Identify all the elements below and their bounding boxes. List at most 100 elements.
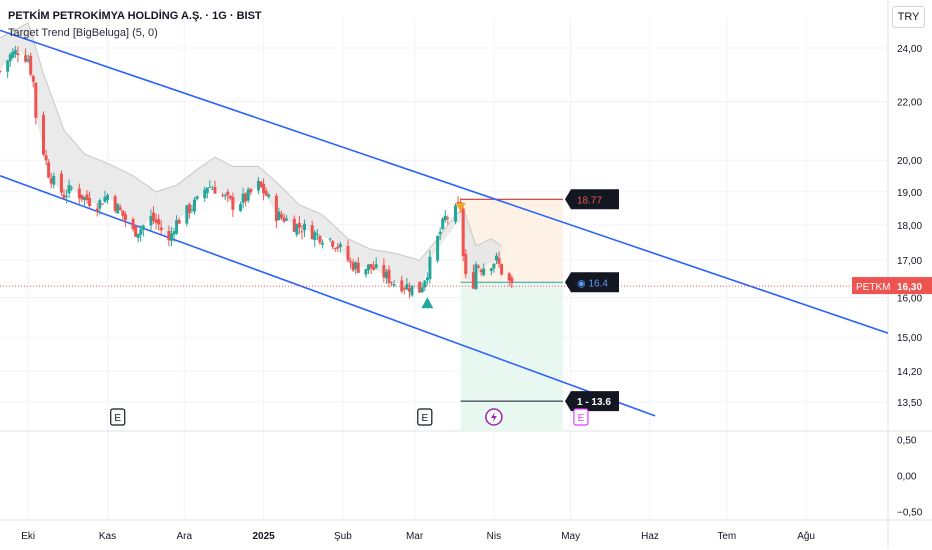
candle-body: [169, 233, 173, 241]
candle-body: [354, 262, 358, 269]
indicator-title[interactable]: Target Trend [BigBeluga] (5, 0): [8, 27, 158, 39]
signal-down-triangle: [455, 203, 466, 213]
lightning-bolt: [490, 412, 497, 422]
candle-body: [318, 235, 322, 243]
symbol-title[interactable]: PETKİM PETROKİMYA HOLDİNG A.Ş. · 1G · BI…: [8, 10, 262, 22]
candle-body: [34, 82, 38, 118]
candle-body: [500, 263, 504, 275]
candle-body: [446, 217, 450, 219]
candle-body: [195, 196, 199, 200]
candle-body: [471, 271, 475, 289]
time-tick-label: Ara: [176, 531, 192, 542]
currency-button[interactable]: TRY: [892, 6, 925, 28]
candle-body: [333, 248, 337, 250]
candle-body: [349, 261, 353, 263]
candle-body: [454, 205, 458, 222]
candle-body: [113, 196, 117, 211]
candle-body: [116, 204, 120, 214]
candle-body: [264, 190, 268, 196]
candle-body: [489, 268, 493, 271]
candle-body: [152, 212, 156, 222]
last-price-tag: [892, 277, 932, 295]
last-price-tag-text: 16,30: [897, 282, 922, 293]
candle-body: [402, 288, 406, 290]
time-axis: Eki Kas Ara 2025 Şub Mar Nis May Haz Tem Ağu: [21, 531, 815, 542]
candle-body: [123, 214, 127, 221]
candle-body: [277, 211, 281, 221]
candle-body: [246, 189, 250, 201]
candle-body: [118, 207, 122, 210]
earnings-icon: [573, 408, 589, 426]
target-label-text: ◉ 16.4: [577, 278, 608, 289]
candle-body: [95, 208, 99, 212]
target-label-down-target: 1 - 13.6: [564, 391, 619, 412]
candle-body: [282, 217, 286, 222]
target-label-text: 18.77: [577, 195, 602, 206]
target-label-text: 1 - 13.6: [577, 397, 611, 408]
target-box-lower: [460, 282, 563, 431]
target-label-box: [564, 391, 619, 412]
target-label-entry: ◉ 16.4: [564, 272, 619, 293]
candle-body: [497, 258, 501, 264]
candle-body: [187, 204, 191, 214]
candle-body: [338, 244, 342, 248]
price-tick-label: 17,00: [897, 256, 922, 267]
candle-body: [157, 219, 161, 225]
candle-body: [210, 188, 214, 190]
candle-body: [26, 59, 30, 62]
candle-body: [428, 256, 432, 280]
candle-body: [328, 238, 332, 240]
candle-body: [259, 181, 263, 188]
trend-band-edge: [0, 22, 502, 261]
candle-body: [172, 231, 176, 235]
price-tick-label: 13,50: [897, 398, 922, 409]
candle-body: [177, 219, 181, 224]
candle-body: [407, 287, 411, 292]
candle-body: [390, 282, 394, 284]
candle-body: [52, 175, 56, 185]
price-tick-label: 15,00: [897, 333, 922, 344]
candle-body: [175, 220, 179, 234]
candle-body: [226, 191, 230, 196]
candle-body: [369, 264, 373, 269]
candle-body: [228, 195, 232, 199]
trend-band: [0, 22, 502, 290]
candle-body: [29, 55, 33, 75]
candle-body: [438, 231, 442, 235]
time-tick-label: Şub: [334, 531, 352, 542]
target-label-box: [564, 189, 619, 210]
candle-body: [85, 194, 89, 201]
candle-body: [464, 253, 468, 275]
candles: [0, 45, 514, 299]
candle-body: [62, 194, 66, 199]
target-box-upper: [460, 199, 563, 283]
candle-body: [47, 162, 51, 178]
candle-body: [436, 236, 440, 261]
candle-body: [159, 227, 163, 231]
candle-body: [136, 233, 140, 238]
candle-body: [139, 229, 143, 235]
target-label-box: [564, 272, 619, 293]
target-label-up-target: 18.77: [564, 189, 619, 210]
candle-body: [420, 287, 424, 293]
candle-body: [249, 188, 253, 193]
candle-body: [13, 49, 17, 55]
lower-tick-label: 0,50: [897, 436, 917, 447]
candle-body: [441, 218, 445, 229]
time-tick-label: May: [561, 531, 580, 542]
earnings-letter: E: [114, 413, 121, 424]
candle-body: [456, 201, 460, 204]
earnings-letter: E: [421, 413, 428, 424]
candle-body: [382, 264, 386, 278]
lower-tick-label: 0,00: [897, 472, 917, 483]
candle-body: [65, 195, 69, 197]
candle-body: [0, 71, 2, 73]
candle-body: [477, 266, 481, 268]
candle-body: [510, 277, 514, 284]
candle-body: [239, 203, 243, 211]
time-tick-label: Mar: [406, 531, 424, 542]
time-tick-label: Ağu: [797, 531, 815, 542]
candle-body: [461, 208, 465, 256]
